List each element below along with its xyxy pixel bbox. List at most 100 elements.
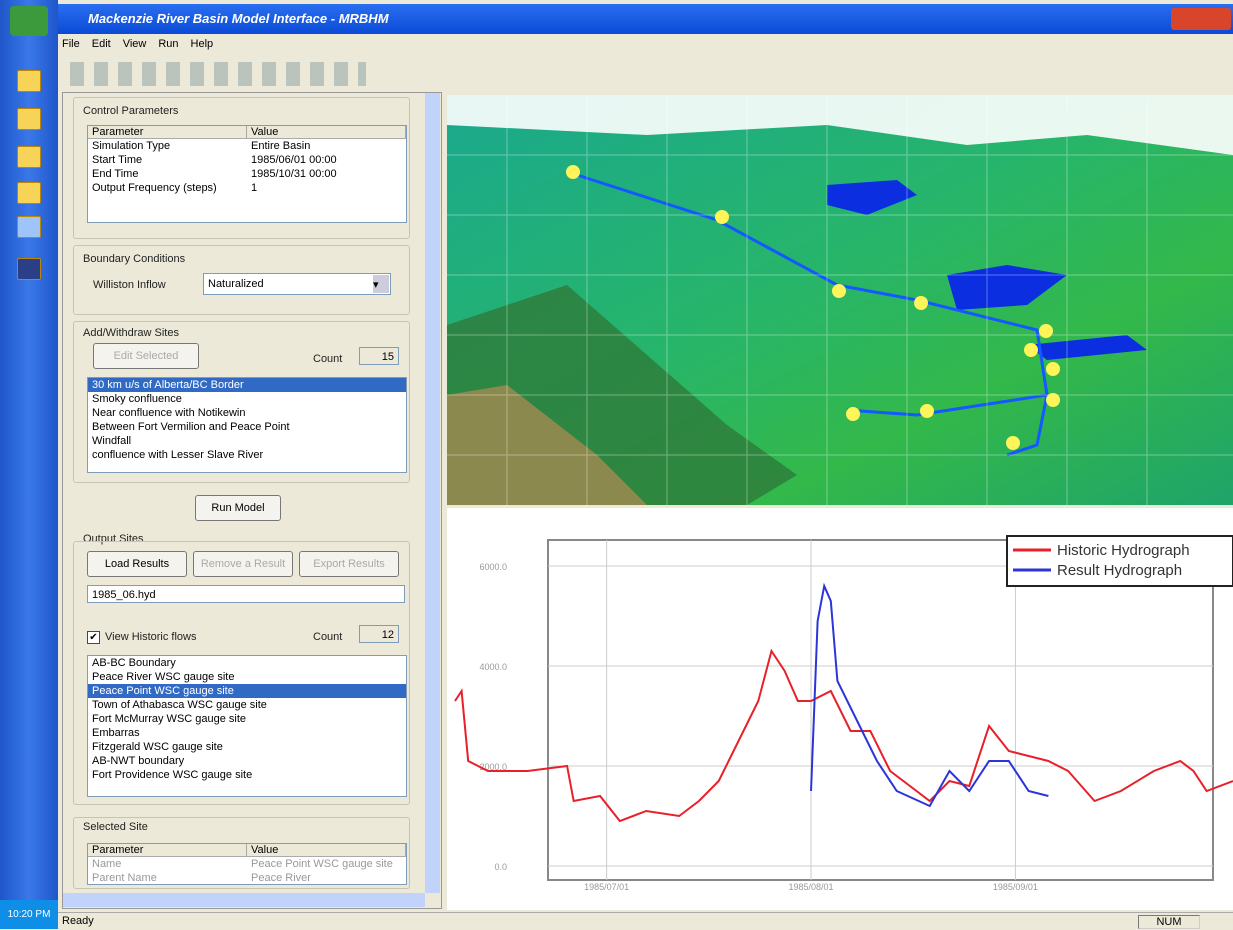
toolbar[interactable] — [66, 62, 366, 86]
x-tick-label: 1985/09/01 — [993, 882, 1038, 892]
scrollbar[interactable] — [425, 93, 440, 893]
series-line — [811, 586, 1048, 806]
app-icon[interactable] — [17, 258, 41, 280]
table-row: Output Frequency (steps)1 — [88, 181, 406, 195]
menu-bar: File Edit View Run Help — [62, 38, 213, 56]
menu-item[interactable]: View — [123, 38, 147, 56]
table-cell: Simulation Type — [88, 139, 247, 153]
count-label: Count — [313, 353, 342, 365]
checkbox[interactable]: ✔ — [87, 631, 100, 644]
table-cell: 1985/10/31 00:00 — [247, 167, 406, 181]
table-cell: Start Time — [88, 153, 247, 167]
menu-item[interactable]: File — [62, 38, 80, 56]
menu-item[interactable]: Help — [191, 38, 214, 56]
table-cell: Entire Basin — [247, 139, 406, 153]
y-tick-label: 6000.0 — [479, 562, 507, 572]
screen: 10:20 PM Mackenzie River Basin Model Int… — [0, 0, 1233, 929]
folder-icon[interactable] — [17, 146, 41, 168]
list-item[interactable]: AB-NWT boundary — [88, 754, 406, 768]
dropdown-value: Naturalized — [208, 278, 264, 290]
list-item[interactable]: Between Fort Vermilion and Peace Point — [88, 420, 406, 434]
button[interactable]: Load Results — [87, 551, 187, 577]
group-heading: Selected Site — [83, 821, 148, 833]
list-item[interactable]: Peace Point WSC gauge site — [88, 684, 406, 698]
list-item[interactable]: Embarras — [88, 726, 406, 740]
taskbar: 10:20 PM — [0, 0, 58, 929]
column-header: Value — [247, 844, 406, 856]
button[interactable]: Edit Selected — [93, 343, 199, 369]
count-label: Count — [313, 631, 342, 643]
list-item[interactable]: Smoky confluence — [88, 392, 406, 406]
legend-label: Historic Hydrograph — [1057, 542, 1190, 559]
list-item[interactable]: AB-BC Boundary — [88, 656, 406, 670]
series-line — [455, 651, 1233, 821]
window-title: Mackenzie River Basin Model Interface - … — [88, 11, 389, 26]
folder-icon[interactable] — [17, 70, 41, 92]
file-field: 1985_06.hyd — [87, 585, 405, 603]
menu-item[interactable]: Edit — [92, 38, 111, 56]
count: 15 — [359, 347, 399, 365]
status-bar: Ready NUM — [58, 912, 1233, 930]
plot-frame — [548, 540, 1213, 880]
list-item[interactable]: Fitzgerald WSC gauge site — [88, 740, 406, 754]
table-cell: Parent Name — [88, 871, 247, 885]
count: 12 — [359, 625, 399, 643]
list-item[interactable]: Fort Providence WSC gauge site — [88, 768, 406, 782]
start-button[interactable] — [10, 6, 48, 36]
list-item[interactable]: Near confluence with Notikewin — [88, 406, 406, 420]
table-cell: Peace River — [247, 871, 406, 885]
window-controls[interactable] — [1171, 8, 1231, 30]
table-row: NamePeace Point WSC gauge site — [88, 857, 406, 871]
button[interactable]: Export Results — [299, 551, 399, 577]
checkbox-label: View Historic flows — [105, 631, 197, 643]
num-indicator: NUM — [1138, 915, 1200, 929]
list-item[interactable]: Town of Athabasca WSC gauge site — [88, 698, 406, 712]
title-bar: Mackenzie River Basin Model Interface - … — [58, 4, 1233, 34]
group-heading: Add/Withdraw Sites — [83, 327, 179, 339]
x-tick-label: 1985/07/01 — [584, 882, 629, 892]
y-tick-label: 0.0 — [494, 862, 507, 872]
scrollbar[interactable] — [63, 893, 425, 907]
table-cell: Name — [88, 857, 247, 871]
list-item[interactable]: Fort McMurray WSC gauge site — [88, 712, 406, 726]
button[interactable]: Remove a Result — [193, 551, 293, 577]
folder-icon[interactable] — [17, 108, 41, 130]
column-header: Value — [247, 126, 406, 138]
column-header: Parameter — [88, 844, 247, 856]
table-cell: 1 — [247, 181, 406, 195]
list-item[interactable]: confluence with Lesser Slave River — [88, 448, 406, 462]
legend-label: Result Hydrograph — [1057, 562, 1182, 579]
status-text: Ready — [62, 915, 94, 927]
basin-map — [447, 95, 1233, 505]
clock: 10:20 PM — [0, 900, 58, 929]
app-icon[interactable] — [17, 216, 41, 238]
menu-item[interactable]: Run — [158, 38, 178, 56]
list-item[interactable]: 30 km u/s of Alberta/BC Border — [88, 378, 406, 392]
group-heading: Control Parameters — [83, 105, 178, 117]
table-cell: Peace Point WSC gauge site — [247, 857, 406, 871]
table-cell: End Time — [88, 167, 247, 181]
dropdown[interactable]: Naturalized▾ — [203, 273, 391, 295]
list-item[interactable]: Peace River WSC gauge site — [88, 670, 406, 684]
x-tick-label: 1985/08/01 — [789, 882, 834, 892]
y-tick-label: 4000.0 — [479, 662, 507, 672]
field-label: Williston Inflow — [93, 279, 166, 291]
table-cell: 1985/06/01 00:00 — [247, 153, 406, 167]
button[interactable]: Run Model — [195, 495, 281, 521]
column-header: Parameter — [88, 126, 247, 138]
folder-icon[interactable] — [17, 182, 41, 204]
table-cell: Output Frequency (steps) — [88, 181, 247, 195]
list-item[interactable]: Windfall — [88, 434, 406, 448]
